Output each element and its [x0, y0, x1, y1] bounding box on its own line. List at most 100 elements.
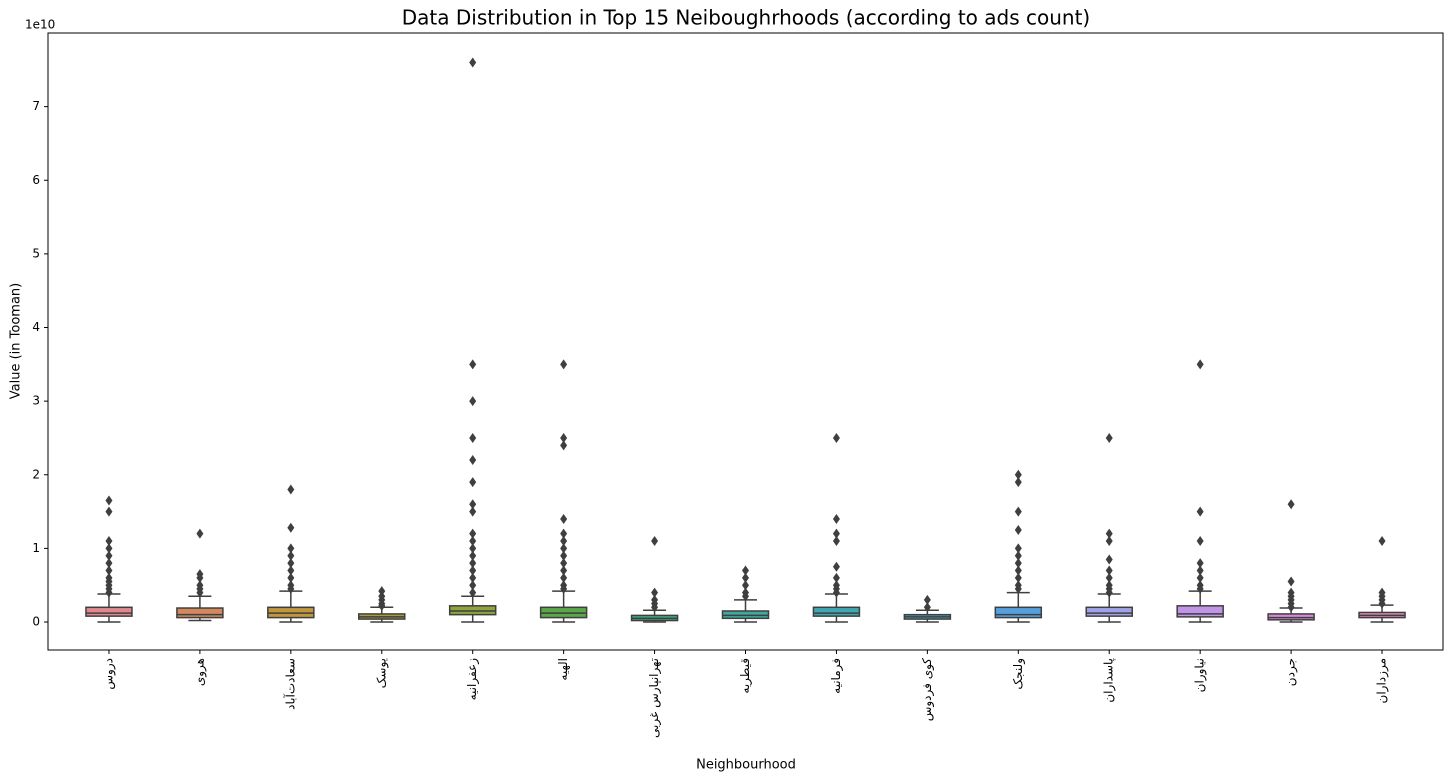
flier	[1378, 598, 1386, 609]
flier	[560, 536, 568, 547]
flier	[105, 558, 113, 569]
x-tick-label: دروس	[101, 658, 116, 690]
flier	[560, 359, 568, 370]
flier	[469, 572, 477, 583]
flier	[1105, 554, 1113, 565]
flier	[287, 558, 295, 569]
flier	[560, 550, 568, 561]
flier	[469, 580, 477, 591]
flier	[1196, 572, 1204, 583]
y-tick-label: 1	[32, 541, 40, 555]
flier	[105, 565, 113, 576]
flier	[1378, 536, 1386, 547]
flier	[469, 536, 477, 547]
x-tick-label: سعادت‌آباد	[282, 658, 297, 710]
flier	[742, 565, 749, 576]
x-tick-label: زعفرانیه	[465, 658, 480, 701]
flier	[105, 543, 113, 554]
flier	[1105, 572, 1113, 583]
flier	[832, 536, 840, 547]
y-tick-label: 4	[32, 320, 40, 334]
flier	[1196, 583, 1204, 594]
flier	[105, 506, 113, 517]
flier	[1014, 469, 1022, 480]
flier	[469, 543, 477, 554]
flier	[560, 565, 568, 576]
box	[176, 607, 224, 619]
x-tick-label: یوسک	[374, 658, 389, 688]
flier	[1287, 499, 1295, 510]
flier	[469, 528, 477, 539]
flier	[287, 565, 295, 576]
box	[812, 606, 861, 617]
flier	[105, 550, 113, 561]
box	[994, 606, 1043, 619]
flier	[1105, 565, 1113, 576]
flier	[832, 561, 840, 572]
flier	[651, 536, 659, 547]
flier	[1014, 543, 1022, 554]
x-tick-label: قیطریه	[738, 658, 753, 694]
flier	[469, 499, 477, 510]
x-tick-label: مرزداران	[1375, 658, 1390, 703]
flier	[1105, 528, 1113, 539]
flier	[469, 565, 477, 576]
flier	[560, 432, 568, 443]
flier	[1014, 550, 1022, 561]
flier	[105, 495, 113, 506]
flier	[1014, 583, 1022, 594]
flier	[469, 432, 477, 443]
x-tick-label: کوی فردوس	[920, 658, 935, 722]
flier	[196, 528, 204, 539]
x-tick-label: تهرانپارس غربی	[647, 658, 662, 738]
flier	[651, 602, 659, 613]
flier	[1014, 506, 1022, 517]
x-tick-label: نیاوران	[1193, 658, 1208, 692]
flier	[651, 587, 659, 598]
flier	[1196, 359, 1204, 370]
flier	[1014, 477, 1022, 488]
flier	[560, 543, 568, 554]
y-tick-label: 7	[32, 99, 40, 113]
flier	[1196, 565, 1204, 576]
y-tick-label: 3	[32, 394, 40, 408]
flier	[560, 440, 568, 451]
flier	[560, 513, 568, 524]
flier	[287, 572, 295, 583]
flier	[923, 602, 931, 613]
flier	[832, 572, 840, 583]
flier	[1196, 536, 1204, 547]
flier	[1014, 558, 1022, 569]
y-tick-label: 2	[32, 467, 40, 481]
flier	[1105, 536, 1113, 547]
flier	[105, 587, 113, 598]
flier	[560, 528, 568, 539]
x-axis-label: Neighbourhood	[696, 758, 796, 773]
chart-title: Data Distribution in Top 15 Neiboughrhoo…	[402, 6, 1090, 30]
y-axis-label: Value (in Tooman)	[9, 283, 24, 399]
flier	[1196, 506, 1204, 517]
box	[1176, 605, 1224, 618]
flier	[287, 550, 295, 561]
flier	[469, 506, 477, 517]
flier	[1287, 602, 1295, 613]
flier	[742, 580, 749, 591]
flier	[469, 359, 477, 370]
flier	[832, 513, 840, 524]
flier	[469, 587, 477, 598]
y-offset-label: 1e10	[25, 18, 55, 32]
plot-frame	[47, 32, 1444, 651]
x-tick-label: جردن	[1284, 658, 1299, 686]
x-tick-label: ولنجک	[1011, 658, 1026, 690]
flier	[923, 594, 931, 605]
flier	[469, 455, 477, 466]
flier	[469, 558, 477, 569]
flier	[560, 572, 568, 583]
flier	[742, 591, 749, 602]
flier	[105, 536, 113, 547]
flier	[1105, 587, 1113, 598]
flier	[196, 587, 204, 598]
flier	[469, 550, 477, 561]
